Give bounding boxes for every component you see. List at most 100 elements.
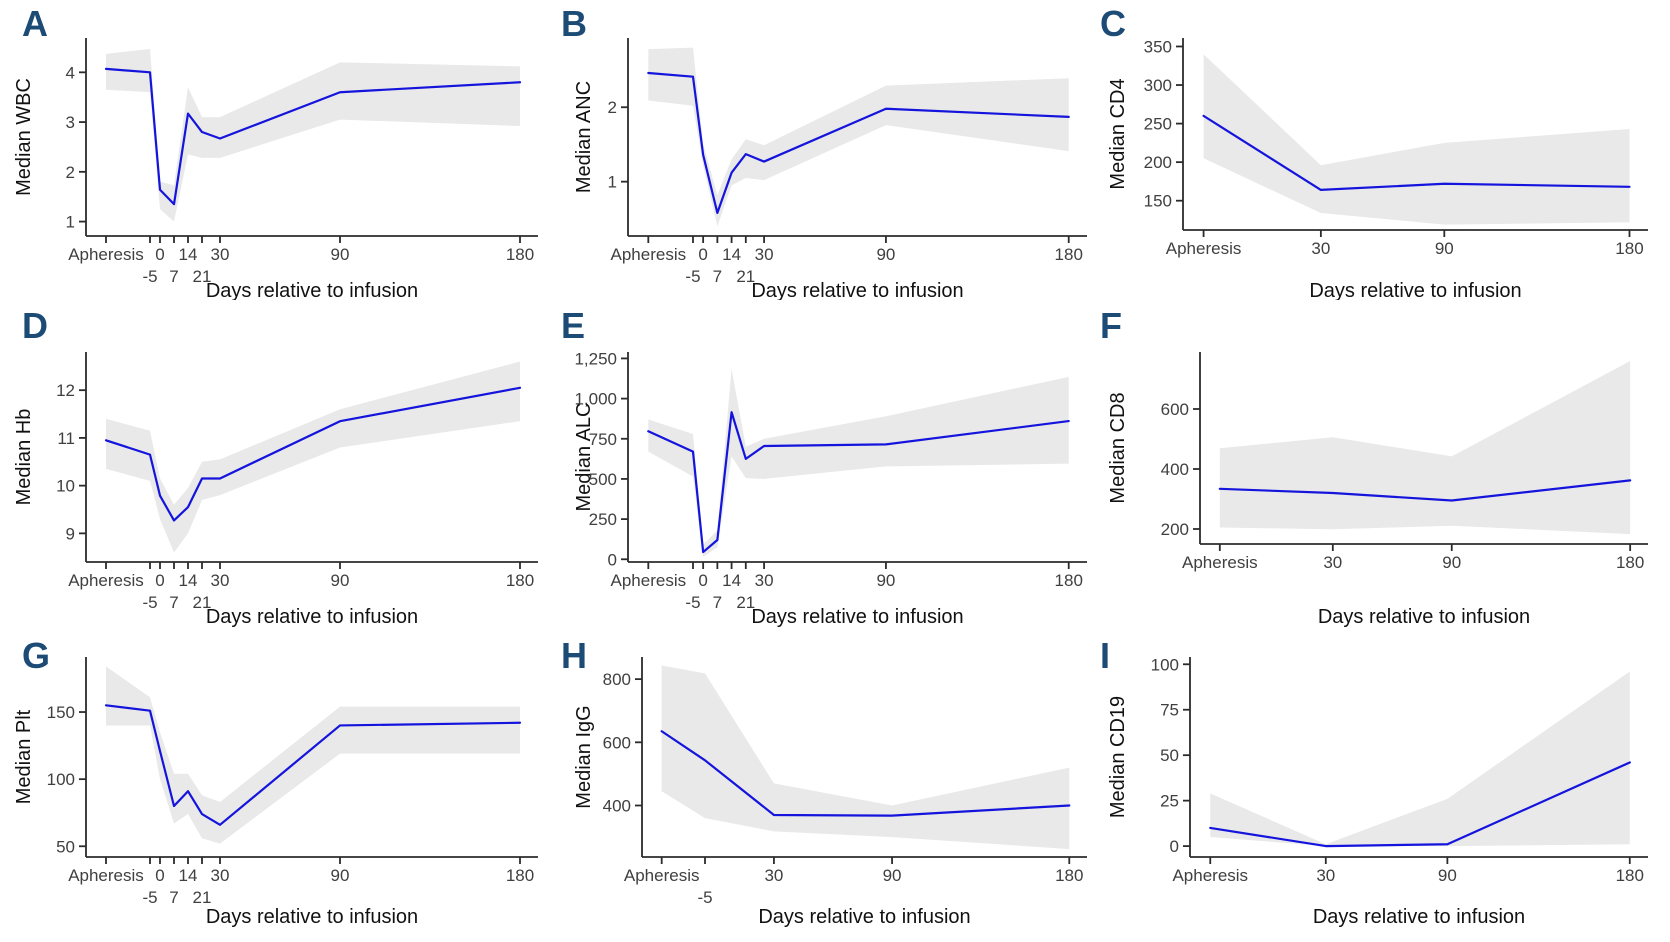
y-tick-label: 100 [1151,655,1179,674]
y-tick-label: 1,250 [574,349,617,368]
panel-d: D Apheresis -5 0 7 14 21 30 90 180 9 10 11 12 Days re… [0,300,544,640]
x-tick-label: 30 [1323,553,1342,572]
x-tick-label: 90 [331,245,350,264]
panel-e-letter: E [561,305,586,346]
y-tick-label: 2 [66,163,75,182]
x-tick-label: 7 [713,267,722,286]
x-tick-label: 90 [1438,866,1457,885]
x-tick-label: 0 [698,245,707,264]
x-tick-label: 7 [713,593,722,612]
x-tick-label: 7 [169,888,178,907]
confidence-band [648,47,1069,227]
y-tick-label: 300 [1144,76,1172,95]
y-tick-label: 250 [1144,115,1172,134]
y-tick-label: 400 [603,796,631,815]
x-tick-label: Apheresis [624,866,700,885]
x-tick-label: -5 [697,888,712,907]
x-tick-label: 14 [179,866,198,885]
y-tick-label: 600 [1161,400,1189,419]
x-tick-label: 21 [193,267,212,286]
panel-g: G Apheresis -5 0 7 14 21 30 90 180 50 100 150 Days r… [0,635,544,942]
x-tick-label: 180 [506,866,534,885]
x-axis-title: Days relative to infusion [206,606,418,628]
x-axis-title: Days relative to infusion [751,280,963,300]
y-axis-title: Median Hb [13,409,35,506]
x-tick-label: 30 [211,571,230,590]
y-tick-label: 200 [1161,520,1189,539]
y-tick-label: 75 [1160,701,1179,720]
y-tick-label: 3 [66,113,75,132]
y-tick-label: 800 [603,670,631,689]
median-line [660,730,1071,817]
y-tick-label: 12 [56,381,75,400]
x-tick-label: 90 [1442,553,1461,572]
panel-h-letter: H [561,635,587,676]
y-tick-label: 400 [1161,460,1189,479]
panel-c: C Apheresis 30 90 180 150 200 250 300 350 Days re… [1090,0,1670,300]
median-line [647,411,1070,554]
panel-b: B Apheresis -5 0 7 14 21 30 90 180 1 2 Days relativ… [544,0,1090,300]
x-tick-label: 30 [764,866,783,885]
x-tick-label: 30 [211,245,230,264]
x-tick-label: 90 [1435,239,1454,258]
confidence-band [106,666,520,844]
x-tick-label: Apheresis [1166,239,1242,258]
x-tick-label: 7 [169,267,178,286]
y-tick-label: 50 [56,837,75,856]
panel-c-letter: C [1100,3,1126,44]
x-axis-title: Days relative to infusion [1309,280,1521,300]
y-tick-label: 500 [589,470,617,489]
y-tick-label: 4 [66,63,75,82]
panel-f-letter: F [1100,305,1122,346]
panel-g-letter: G [22,635,51,676]
panel-b-letter: B [561,3,587,44]
x-tick-label: -5 [142,593,157,612]
y-tick-label: 50 [1160,746,1179,765]
x-tick-label: 90 [331,571,350,590]
x-axis-title: Days relative to infusion [751,606,963,628]
x-tick-label: 180 [1055,245,1083,264]
x-tick-label: 180 [1055,571,1083,590]
y-tick-label: 200 [1144,153,1172,172]
x-axis-title: Days relative to infusion [1318,606,1530,628]
x-tick-label: 30 [1311,239,1330,258]
x-tick-label: 14 [179,245,198,264]
y-tick-label: 250 [589,510,617,529]
x-tick-label: 180 [1055,866,1083,885]
y-tick-label: 9 [66,524,75,543]
y-axis-title: Median Plt [13,709,35,804]
x-tick-label: 90 [331,866,350,885]
confidence-band [1210,671,1630,847]
x-axis-title: Days relative to infusion [206,280,418,300]
panel-a-letter: A [22,3,48,44]
chart-median-cd8: Apheresis 30 90 180 200 400 600 Days relative t… [1107,352,1648,628]
y-axis-title: Median IgG [573,705,595,808]
confidence-band [106,361,520,553]
x-tick-label: 30 [1316,866,1335,885]
y-axis-title: Median CD8 [1107,392,1129,503]
median-line [104,67,522,206]
x-tick-label: Apheresis [1182,553,1258,572]
x-tick-label: 0 [155,571,164,590]
y-tick-label: 25 [1160,792,1179,811]
y-tick-label: 2 [608,98,617,117]
panel-f: F Apheresis 30 90 180 200 400 600 Days relative… [1090,300,1670,640]
median-line [647,71,1070,215]
panel-i-letter: I [1100,635,1111,676]
panel-a: A Apheresis -5 0 7 14 21 30 90 180 1 2 3 4 Days relat… [0,0,544,300]
x-tick-label: Apheresis [68,571,144,590]
x-tick-label: -5 [142,888,157,907]
x-tick-label: 21 [736,593,755,612]
x-axis-title: Days relative to infusion [1313,906,1525,928]
x-axis-title: Days relative to infusion [758,906,970,928]
x-tick-label: 90 [883,866,902,885]
median-line [1209,761,1631,848]
y-tick-label: 11 [57,429,75,448]
x-tick-label: Apheresis [68,245,144,264]
x-tick-label: 180 [506,571,534,590]
x-tick-label: 180 [1616,866,1644,885]
x-tick-label: 21 [193,593,212,612]
x-tick-label: -5 [685,267,700,286]
